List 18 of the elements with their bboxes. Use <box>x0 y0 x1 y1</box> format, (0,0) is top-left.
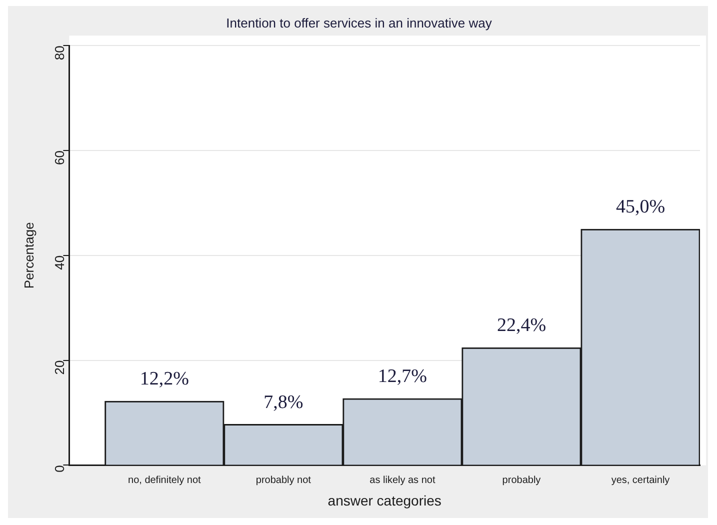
x-tick-label: no, definitely not <box>128 474 202 486</box>
y-tick-label: 40 <box>52 255 67 270</box>
y-tick-label: 20 <box>52 360 67 375</box>
x-tick-label: yes, certainly <box>611 474 670 486</box>
x-tick-label: probably not <box>256 474 312 486</box>
data-label: 12,7% <box>378 366 428 388</box>
data-label: 22,4% <box>496 315 546 336</box>
chart-title: Intention to offer services in an innovative way <box>226 15 492 30</box>
x-tick-label: probably <box>502 474 541 486</box>
y-tick-label: 80 <box>52 46 67 60</box>
y-axis-title: Percentage <box>21 222 36 289</box>
y-tick-label: 0 <box>52 465 67 472</box>
y-tick-label: 60 <box>52 150 67 165</box>
data-label: 45,0% <box>616 196 666 218</box>
x-axis-title: answer categories <box>328 492 442 508</box>
data-label: 7,8% <box>264 392 304 413</box>
x-tick-label: as likely as not <box>370 474 436 486</box>
data-label: 12,2% <box>140 368 190 390</box>
